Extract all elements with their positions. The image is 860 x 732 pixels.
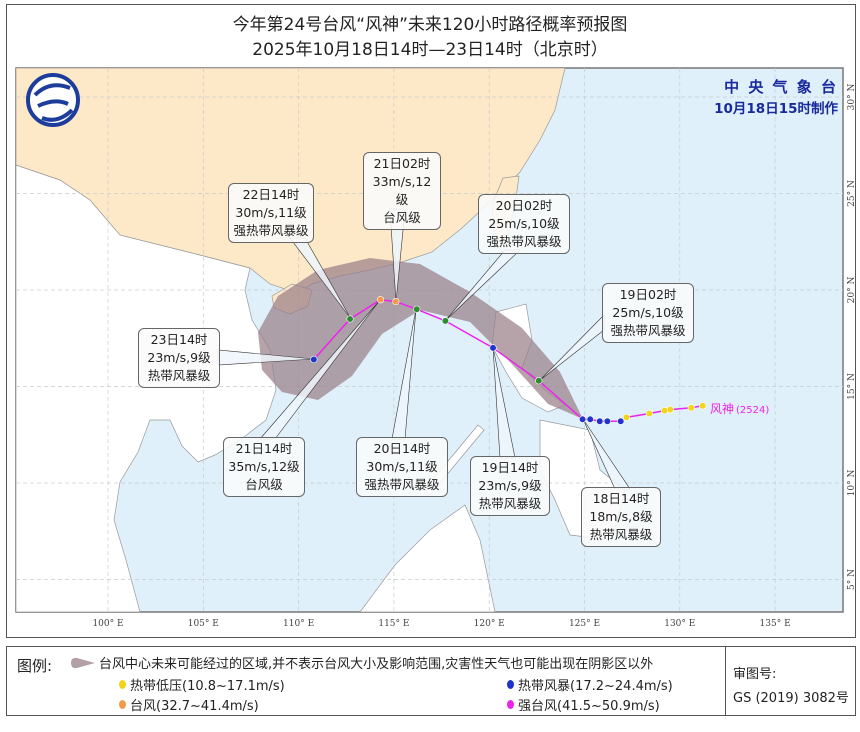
lon-tick-label: 100° E [92, 619, 123, 629]
past-track-point-icon [699, 402, 707, 410]
forecast-label-18d14h: 18日14时 18m/s,8级 热带风暴级 [581, 487, 661, 547]
forecast-label-19d02h: 19日02时 25m/s,10级 强热带风暴级 [602, 283, 694, 343]
map-subtitle: 2025年10月18日14时—23日14时（北京时） [252, 40, 608, 60]
lat-tick-label: 25° N [847, 180, 857, 207]
lon-tick-label: 110° E [283, 619, 314, 629]
legend-item-label: 强台风(41.5~50.9m/s) [518, 699, 660, 714]
outer-frame [6, 4, 856, 638]
label-pointers [217, 209, 631, 490]
lat-tick-label: 5° N [847, 569, 857, 590]
lat-tick-label: 10° N [847, 470, 857, 497]
legend-item-label: 台风(32.7~41.4m/s) [130, 699, 259, 714]
forecast-track-point-icon [489, 344, 497, 352]
typhoon-symbol-icon [119, 700, 126, 709]
lon-tick-label: 125° E [569, 619, 600, 629]
land-borneo [359, 504, 496, 612]
lat-tick-label: 15° N [847, 373, 857, 400]
forecast-label-21d14h: 21日14时 35m/s,12级 台风级 [223, 437, 305, 497]
forecast-label-20d14h: 20日14时 30m/s,11级 强热带风暴级 [356, 437, 448, 497]
typhoon-symbol-icon [507, 700, 514, 709]
past-track-point-icon [645, 409, 653, 418]
past-track-point-icon [617, 417, 625, 425]
legend-item-td: 热带低压(10.8~17.1m/s) [119, 675, 285, 694]
map-title: 今年第24号台风“风神”未来120小时路径概率预报图 [232, 15, 628, 35]
legend: 图例: 台风中心未来可能经过的区域,并不表示台风大小及影响范围,灾害性天气也可能… [6, 646, 856, 716]
past-track-point-icon [603, 417, 611, 425]
legend-item-sty: 强台风(41.5~50.9m/s) [507, 695, 660, 714]
forecast-track-point-icon [413, 305, 421, 313]
track-points [310, 296, 707, 425]
review-number: GS (2019) 3082号 [733, 691, 849, 706]
forecast-track-point-icon [441, 317, 449, 325]
legend-item-label: 热带风暴(17.2~24.4m/s) [518, 679, 673, 694]
legend-title: 图例: [17, 657, 53, 675]
cma-logo [26, 73, 80, 127]
forecast-label-22d14h: 22日14时 30m/s,11级 强热带风暴级 [228, 183, 314, 243]
legend-cone: 台风中心未来可能经过的区域,并不表示台风大小及影响范围,灾害性天气也可能出现在阴… [69, 653, 653, 672]
legend-cone-text: 台风中心未来可能经过的区域,并不表示台风大小及影响范围,灾害性天气也可能出现在阴… [99, 657, 654, 672]
forecast-track-point-icon [392, 297, 400, 306]
forecast-track-point-icon [346, 315, 354, 323]
lon-tick-label: 120° E [474, 619, 505, 629]
lat-tick-label: 30° N [847, 84, 857, 111]
lon-tick-label: 115° E [378, 619, 409, 629]
legend-item-ts: 热带风暴(17.2~24.4m/s) [507, 675, 673, 694]
lon-tick-label: 130° E [664, 619, 695, 629]
forecast-label-23d14h: 23日14时 23m/s,9级 热带风暴级 [138, 328, 220, 388]
past-track-point-icon [596, 417, 604, 425]
forecast-track-point-icon [310, 355, 318, 364]
past-track-point-icon [586, 415, 594, 423]
lon-tick-label: 135° E [760, 619, 791, 629]
axis-ticks: 100° E 105° E 110° E 115° E 120° E 125° E 130°… [92, 84, 857, 629]
past-track-point-icon [660, 407, 669, 415]
issuer-block: 中 央 气 象 台 10月18日15时制作 [714, 76, 838, 117]
issuer-name: 中 央 气 象 台 [724, 78, 838, 96]
forecast-label-19d14h: 19日14时 23m/s,9级 热带风暴级 [470, 456, 550, 516]
legend-divider [725, 647, 726, 715]
review-label: 审图号: [733, 667, 777, 682]
issuer-made-time: 10月18日15时制作 [714, 101, 838, 117]
forecast-track-point-icon [535, 377, 543, 385]
forecast-track-point-icon [376, 296, 385, 304]
past-track-point-icon [622, 413, 631, 421]
forecast-track-point-icon [578, 415, 587, 423]
lat-tick-label: 20° N [847, 277, 857, 304]
forecast-label-21d02h: 21日02时 33m/s,12级 台风级 [363, 152, 441, 230]
lon-tick-label: 105° E [188, 619, 219, 629]
typhoon-name-label: 风神 (2524) [710, 402, 769, 416]
forecast-label-20d02h: 20日02时 25m/s,10级 强热带风暴级 [478, 194, 570, 254]
cone-swatch-icon [71, 657, 95, 668]
legend-item-ty: 台风(32.7~41.4m/s) [119, 695, 259, 714]
typhoon-symbol-icon [507, 680, 514, 689]
past-track-point-icon [687, 404, 695, 412]
legend-item-label: 热带低压(10.8~17.1m/s) [130, 679, 285, 694]
typhoon-symbol-icon [119, 680, 126, 689]
